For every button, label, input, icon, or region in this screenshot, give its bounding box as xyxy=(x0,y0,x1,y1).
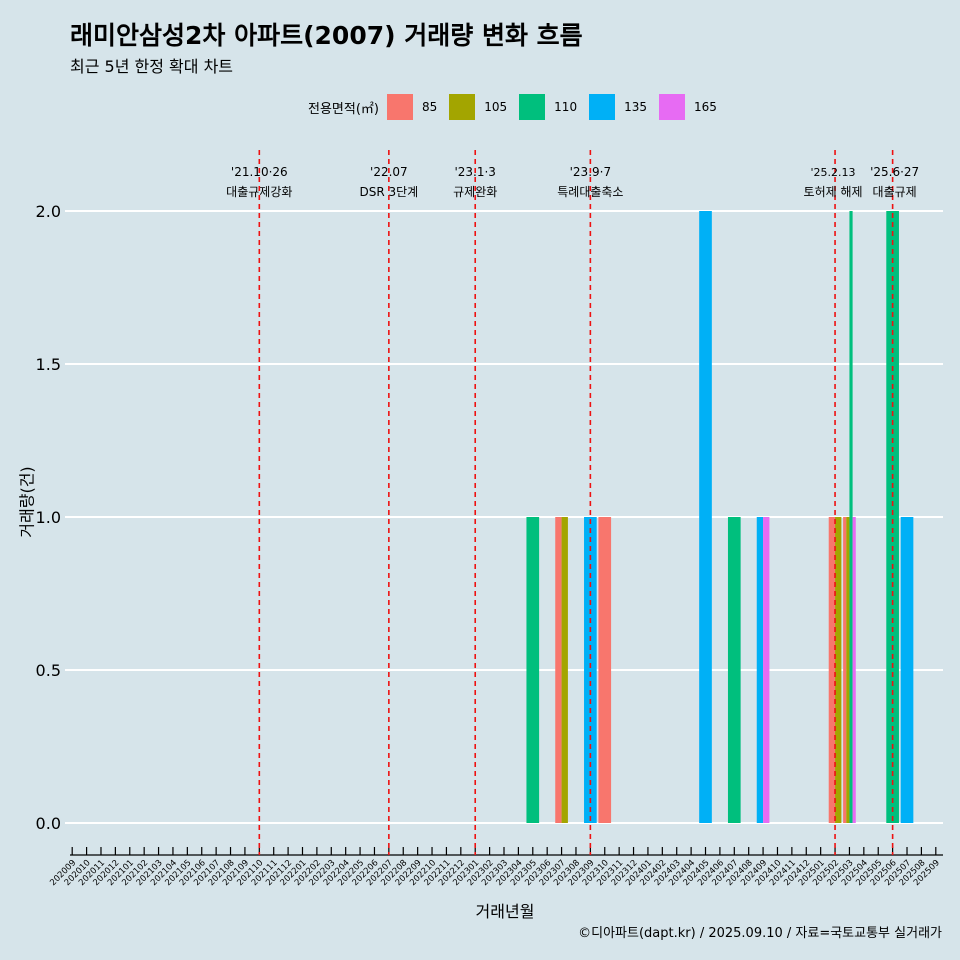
bar-105-202503 xyxy=(846,517,850,823)
y-tick-label: 2.0 xyxy=(36,202,61,221)
chart-subtitle: 최근 5년 한정 확대 차트 xyxy=(70,57,234,76)
y-tick-label: 0.0 xyxy=(36,814,61,833)
legend-item-135: 135 xyxy=(589,94,647,120)
legend-swatch-85 xyxy=(386,94,413,120)
bar-135-202405 xyxy=(699,211,712,823)
annotation-label: 규제완화 xyxy=(453,185,497,199)
legend-item-85: 85 xyxy=(386,94,438,120)
legend-swatch-165 xyxy=(658,94,685,120)
legend: 전용면적(㎡) 85 105 110 135 165 xyxy=(308,93,729,121)
legend-swatch-110 xyxy=(519,94,546,120)
y-tick-label: 1.0 xyxy=(36,508,61,527)
annotation-date: '22.07 xyxy=(370,165,408,179)
annotation-label: DSR 3단계 xyxy=(359,185,418,199)
annotation-date: '23.9·7 xyxy=(570,165,611,179)
bar-105-202307 xyxy=(561,517,568,823)
annotation-label: 토허제 해제 xyxy=(804,185,863,199)
bar-110-202506 xyxy=(886,211,899,823)
annotation-label: 특례대출축소 xyxy=(557,185,623,199)
bar-110-202305 xyxy=(526,517,540,823)
annotation-date: '25.6·27 xyxy=(870,165,919,179)
bar-85-202307 xyxy=(555,517,562,823)
x-axis-label: 거래년월 xyxy=(475,902,535,921)
legend-item-165: 165 xyxy=(658,94,717,120)
y-tick-label: 0.5 xyxy=(36,661,61,680)
annotation-date: '25.2.13 xyxy=(811,166,856,179)
bar-165-202409 xyxy=(763,517,770,823)
chart-title: 래미안삼성2차 아파트(2007) 거래량 변화 흐름 xyxy=(70,21,583,50)
annotation-date: '21.10·26 xyxy=(231,165,288,179)
legend-label-105: 105 xyxy=(484,100,508,114)
bar-135-202507 xyxy=(900,517,914,823)
y-tick-label: 1.5 xyxy=(36,355,61,374)
legend-label-165: 165 xyxy=(693,100,717,114)
bar-110-202503 xyxy=(849,211,853,823)
bar-165-202503 xyxy=(852,517,856,823)
bar-85-202503 xyxy=(843,517,847,823)
legend-item-110: 110 xyxy=(519,94,577,120)
legend-swatch-135 xyxy=(589,94,616,120)
legend-label-135: 135 xyxy=(624,100,647,114)
bar-105-202502 xyxy=(835,517,842,823)
annotation-label: 대출규제강화 xyxy=(226,185,292,199)
legend-swatch-105 xyxy=(449,94,476,120)
annotation-date: '23.1·3 xyxy=(454,165,495,179)
legend-item-105: 105 xyxy=(449,94,507,120)
annotation-label: 대출규제 xyxy=(873,185,917,199)
legend-label-85: 85 xyxy=(421,100,438,114)
bar-135-202409 xyxy=(756,517,764,823)
bar-110-202407 xyxy=(727,517,741,823)
bar-135-202309 xyxy=(584,517,597,823)
source-caption: ©디아파트(dapt.kr) / 2025.09.10 / 자료=국토교통부 실… xyxy=(578,926,942,941)
y-axis-label: 거래량(건) xyxy=(17,466,37,538)
bar-85-202502 xyxy=(828,517,836,823)
bar-85-202310 xyxy=(598,517,612,823)
legend-label-110: 110 xyxy=(554,100,578,114)
legend-title: 전용면적(㎡) xyxy=(308,101,379,117)
